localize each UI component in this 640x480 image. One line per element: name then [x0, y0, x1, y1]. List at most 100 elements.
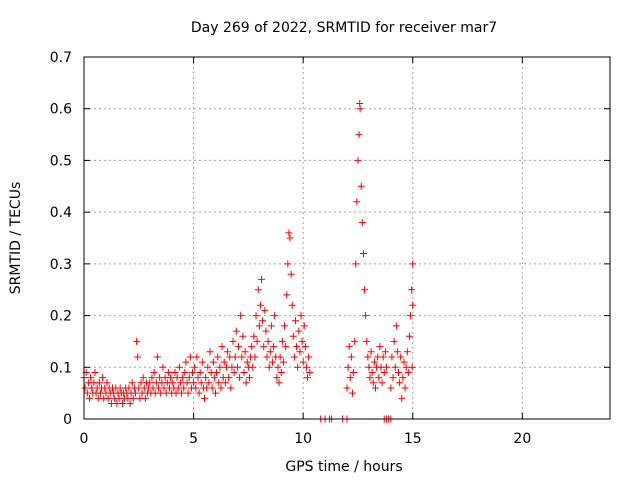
- data-point: [118, 399, 126, 407]
- data-point: [367, 348, 375, 356]
- data-point: [296, 348, 304, 356]
- data-point: [395, 368, 403, 376]
- data-point: [129, 394, 137, 402]
- data-point: [227, 384, 235, 392]
- data-point: [271, 312, 279, 320]
- data-point: [190, 379, 198, 387]
- data-point: [133, 337, 141, 345]
- data-point: [281, 322, 289, 330]
- data-point: [164, 368, 172, 376]
- data-point: [295, 327, 303, 335]
- data-point: [159, 363, 167, 371]
- data-point: [126, 399, 134, 407]
- data-points: [80, 100, 417, 423]
- data-point: [215, 379, 223, 387]
- data-point: [283, 291, 291, 299]
- data-point: [87, 374, 95, 382]
- y-tick-label: 0.6: [50, 102, 72, 118]
- data-point: [184, 389, 192, 397]
- data-point: [409, 301, 417, 309]
- data-point: [153, 353, 161, 361]
- data-point: [262, 327, 270, 335]
- x-tick-label: 20: [513, 431, 531, 447]
- data-point: [392, 322, 400, 330]
- data-point: [403, 348, 411, 356]
- data-point: [217, 384, 225, 392]
- data-point: [210, 374, 218, 382]
- data-point: [301, 343, 309, 351]
- data-point: [348, 389, 356, 397]
- data-point: [276, 353, 284, 361]
- data-point: [408, 286, 416, 294]
- y-axis-label: SRMTID / TECUs: [8, 182, 24, 295]
- data-point: [208, 384, 216, 392]
- data-point: [212, 389, 219, 397]
- data-point: [241, 348, 249, 356]
- y-tick-label: 0.2: [50, 309, 72, 325]
- data-point: [188, 368, 196, 376]
- data-point: [146, 379, 154, 387]
- data-point: [355, 131, 363, 139]
- data-point: [407, 312, 415, 320]
- data-point: [231, 353, 239, 361]
- data-point: [354, 156, 362, 164]
- data-point: [370, 358, 378, 366]
- data-point: [275, 379, 283, 387]
- data-point: [176, 379, 184, 387]
- data-point: [134, 353, 142, 361]
- data-point: [289, 332, 297, 340]
- data-point: [294, 363, 302, 371]
- data-point: [258, 275, 266, 283]
- data-point: [408, 363, 416, 371]
- data-point: [393, 348, 401, 356]
- data-point: [248, 343, 256, 351]
- data-point: [182, 358, 190, 366]
- data-point: [195, 389, 203, 397]
- data-point: [405, 332, 413, 340]
- data-point: [232, 327, 240, 335]
- data-point: [378, 379, 386, 387]
- data-point: [178, 389, 186, 397]
- data-point: [264, 337, 272, 345]
- data-point: [298, 337, 306, 345]
- data-point: [270, 343, 278, 351]
- data-point: [274, 363, 282, 371]
- y-tick-label: 0.3: [50, 257, 72, 273]
- data-point: [218, 343, 226, 351]
- data-point: [239, 332, 247, 340]
- data-point: [197, 379, 205, 387]
- data-point: [183, 379, 191, 387]
- data-point: [368, 368, 376, 376]
- data-point: [235, 343, 243, 351]
- data-point: [206, 348, 214, 356]
- data-point: [300, 322, 308, 330]
- data-point: [139, 374, 147, 382]
- data-point: [254, 286, 262, 294]
- x-tick-label: 5: [189, 431, 198, 447]
- data-point: [171, 368, 179, 376]
- data-point: [99, 374, 107, 382]
- data-point: [387, 384, 395, 392]
- data-point: [141, 394, 149, 402]
- data-point: [362, 312, 370, 320]
- data-point: [361, 286, 369, 294]
- data-point: [128, 379, 136, 387]
- data-point: [243, 358, 251, 366]
- data-point: [238, 353, 246, 361]
- data-point: [185, 374, 193, 382]
- x-tick-label: 15: [404, 431, 422, 447]
- data-point: [351, 337, 359, 345]
- data-point: [186, 353, 194, 361]
- data-point: [265, 363, 273, 371]
- data-point: [205, 379, 213, 387]
- data-point: [237, 312, 245, 320]
- data-point: [167, 374, 175, 382]
- data-point: [357, 182, 365, 190]
- data-point: [401, 384, 409, 392]
- data-point: [282, 343, 290, 351]
- data-point: [169, 379, 177, 387]
- data-point: [267, 322, 275, 330]
- data-point: [249, 363, 257, 371]
- data-point: [389, 374, 397, 382]
